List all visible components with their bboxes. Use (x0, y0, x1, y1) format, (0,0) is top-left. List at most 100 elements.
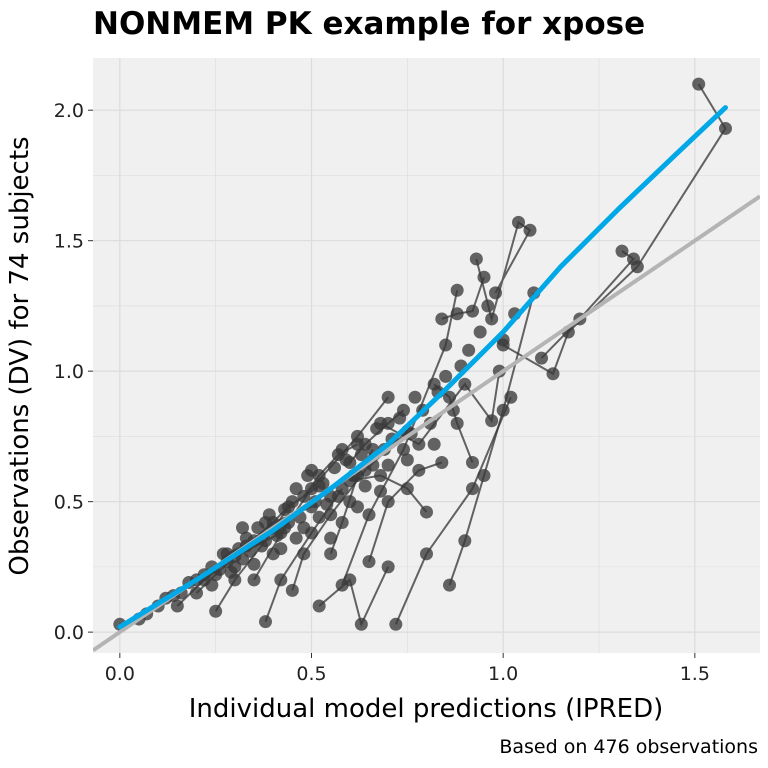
observation-point (266, 547, 280, 561)
observation-point (328, 461, 341, 475)
y-tick-label: 1.5 (54, 231, 84, 253)
observation-point (374, 469, 387, 483)
observation-point (374, 484, 387, 498)
caption: Based on 476 observations (499, 736, 758, 758)
observation-point (289, 531, 303, 545)
observation-point (381, 495, 395, 509)
y-tick-label: 0.0 (54, 622, 84, 644)
observation-point (209, 604, 223, 618)
y-tick-label: 2.0 (54, 100, 84, 122)
observation-point (412, 437, 426, 451)
observation-point (692, 77, 706, 91)
observation-point (535, 351, 548, 365)
observation-point (489, 286, 502, 300)
observation-point (439, 338, 453, 352)
observation-point (312, 599, 326, 613)
observation-point (439, 369, 453, 383)
observation-point (324, 547, 338, 561)
x-tick-label: 1.5 (680, 663, 710, 685)
observation-point (477, 270, 491, 284)
observation-point (477, 469, 491, 483)
observation-point (427, 437, 441, 451)
observation-point (466, 455, 479, 469)
observation-point (205, 578, 219, 592)
observation-point (546, 367, 560, 381)
observation-point (512, 215, 525, 229)
observation-point (247, 573, 261, 587)
observation-point (381, 560, 395, 574)
y-tick-label: 1.0 (54, 361, 84, 383)
x-tick-label: 1.0 (488, 663, 518, 685)
y-tick-label: 0.5 (54, 492, 84, 514)
observation-point (420, 505, 433, 519)
chart-title: NONMEM PK example for xpose (93, 6, 645, 42)
observation-point (335, 578, 349, 592)
observation-point (627, 252, 640, 266)
observation-point (469, 252, 483, 266)
observation-point (259, 615, 272, 629)
subject-profile-line (349, 474, 428, 513)
observation-point (362, 508, 376, 522)
observation-point (354, 617, 368, 631)
observation-point (481, 299, 495, 313)
observation-point (719, 121, 732, 135)
observation-point (397, 442, 410, 456)
observation-point (358, 479, 372, 493)
x-axis-title: Individual model predictions (IPRED) (189, 694, 664, 724)
observation-point (443, 578, 456, 592)
x-tick-label: 0.5 (296, 663, 326, 685)
observation-point (170, 599, 184, 613)
observation-point (381, 390, 395, 404)
subject-profile-line (502, 83, 727, 376)
observation-point (324, 508, 338, 522)
observation-point (305, 463, 318, 477)
observation-point (443, 390, 456, 404)
observation-point (412, 463, 426, 477)
observation-point (324, 531, 338, 545)
observation-point (466, 304, 479, 318)
observation-point (285, 583, 299, 597)
observation-point (496, 403, 510, 417)
observation-point (351, 500, 364, 514)
observation-point (473, 325, 487, 339)
plot-panel (93, 58, 760, 653)
observation-point (316, 476, 330, 490)
observation-point (450, 283, 464, 297)
observation-point (236, 521, 249, 535)
observation-point (335, 516, 349, 530)
observation-point (393, 411, 407, 425)
x-axis: 0.0 0.5 1.0 1.5 (105, 653, 710, 685)
observation-point (354, 448, 368, 462)
observation-point (190, 586, 203, 600)
observation-point (435, 455, 449, 469)
observation-point (335, 442, 349, 456)
subject-profile-line (540, 250, 636, 359)
observation-point (362, 555, 376, 569)
y-axis: 0.0 0.5 1.0 1.5 2.0 (54, 100, 93, 644)
grid-lines (93, 58, 760, 653)
observation-point (466, 482, 479, 496)
observation-point (485, 414, 499, 428)
observation-point (278, 502, 292, 516)
observation-point (247, 557, 261, 571)
observation-point (435, 312, 449, 326)
observation-point (400, 482, 414, 496)
observation-point (274, 573, 288, 587)
subject-profile-line (318, 566, 390, 628)
observation-point (381, 416, 395, 430)
observation-point (370, 422, 384, 436)
observation-point (224, 565, 238, 579)
observation-point (450, 416, 464, 430)
observation-point (450, 307, 464, 321)
observation-point (351, 437, 364, 451)
observation-point (381, 458, 395, 472)
observation-point (485, 312, 499, 326)
subject-profile-line (441, 276, 485, 320)
observation-point (389, 617, 403, 631)
x-tick-label: 0.0 (105, 663, 135, 685)
observation-point (408, 390, 422, 404)
observation-point (462, 343, 476, 357)
observation-point (339, 453, 353, 467)
observation-point (312, 510, 326, 524)
